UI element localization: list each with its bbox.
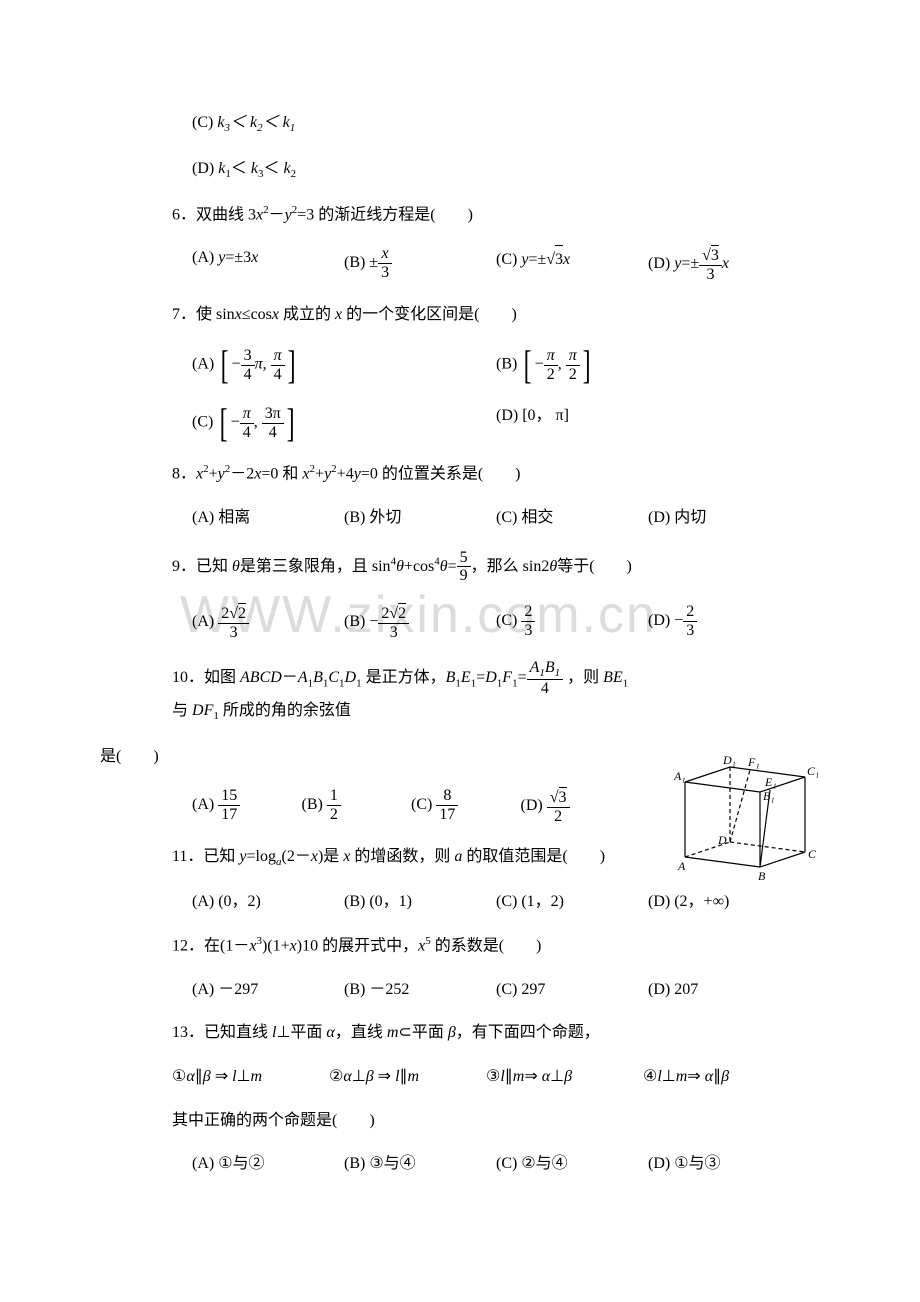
q13-p3: ③l∥m⇒ α⊥β	[486, 1064, 643, 1090]
q9-A: (A) 223	[192, 603, 344, 641]
q12-D: (D) 207	[648, 977, 800, 1003]
q13-A: (A) ①与②	[192, 1151, 344, 1177]
q12-options: (A) －297 (B) －252 (C) 297 (D) 207	[140, 977, 800, 1003]
q6-B: (B) ±x3	[344, 245, 496, 283]
q8-A: (A) 相离	[192, 505, 344, 531]
q7-stem: 7．使 sinx≤cosx 成立的 x 的一个变化区间是( )	[140, 302, 800, 328]
q10-C: (C) 817	[411, 787, 521, 825]
q13-C: (C) ②与④	[496, 1151, 648, 1177]
q12-A: (A) －297	[192, 977, 344, 1003]
q13-options: (A) ①与② (B) ③与④ (C) ②与④ (D) ①与③	[140, 1151, 800, 1177]
q6-A: (A) y=±3x	[192, 245, 344, 283]
q9-B: (B) −223	[344, 603, 496, 641]
q7-B: (B) [−π2, π2]	[496, 345, 800, 385]
q8-D: (D) 内切	[648, 505, 800, 531]
q9-options: (A) 223 (B) −223 (C) 23 (D) −23	[140, 603, 800, 641]
q5-option-d: (D) k1＜ k3＜ k2	[140, 156, 800, 184]
q9-stem: 9．已知 θ是第三象限角，且 sin4θ+cos4θ=59，那么 sin2θ等于…	[140, 549, 800, 585]
q6-D: (D) y=±33x	[648, 245, 800, 283]
q11-B: (B) (0，1)	[344, 889, 496, 915]
q5-option-c: (C) k3＜ k2＜ k1	[140, 110, 800, 138]
exam-page: (C) k3＜ k2＜ k1 (D) k1＜ k3＜ k2 6．双曲线 3x2－…	[140, 110, 800, 1177]
q9-D: (D) −23	[648, 603, 800, 641]
q7-row2: (C) [−π4, 3π4] (D) [0， π]	[140, 403, 800, 443]
q13-stem: 13．已知直线 l⊥平面 α，直线 m⊂平面 β，有下面四个命题，	[140, 1020, 800, 1046]
q10-stem-tail: 是( )	[100, 744, 800, 770]
opt-label: (D)	[192, 160, 214, 177]
q7-C: (C) [−π4, 3π4]	[192, 403, 496, 443]
q6-C: (C) y=±3x	[496, 245, 648, 283]
label-C1: C₁	[807, 764, 819, 778]
q11-D: (D) (2，+∞)	[648, 889, 800, 915]
opt-body: k1＜ k3＜ k2	[218, 160, 296, 177]
q11-C: (C) (1，2)	[496, 889, 648, 915]
q11-options: (A) (0，2) (B) (0，1) (C) (1，2) (D) (2，+∞)	[140, 889, 800, 915]
q10-options: (A) 1517 (B) 12 (C) 817 (D) 32	[140, 787, 800, 825]
q13-sub: 其中正确的两个命题是( )	[140, 1108, 800, 1134]
q10-D: (D) 32	[521, 787, 631, 825]
label-C: C	[808, 847, 817, 861]
q7-row1: (A) [−34π, π4] (B) [−π2, π2]	[140, 345, 800, 385]
q10-stem: 10．如图 ABCD－A1B1C1D1 是正方体，B1E1=D1F1=A1B14…	[140, 659, 800, 726]
q13-p1: ①α∥β ⇒ l⊥m	[172, 1064, 329, 1090]
q7-D: (D) [0， π]	[496, 403, 800, 443]
q6-stem: 6．双曲线 3x2－y2=3 的渐近线方程是( )	[140, 202, 800, 228]
q8-B: (B) 外切	[344, 505, 496, 531]
q10-A: (A) 1517	[192, 787, 302, 825]
q9-C: (C) 23	[496, 603, 648, 641]
q8-C: (C) 相交	[496, 505, 648, 531]
q12-stem: 12．在(1－x3)(1+x)10 的展开式中，x5 的系数是( )	[140, 933, 800, 959]
q8-options: (A) 相离 (B) 外切 (C) 相交 (D) 内切	[140, 505, 800, 531]
q6-options: (A) y=±3x (B) ±x3 (C) y=±3x (D) y=±33x	[140, 245, 800, 283]
q10-B: (B) 12	[302, 787, 412, 825]
q12-C: (C) 297	[496, 977, 648, 1003]
q13-B: (B) ③与④	[344, 1151, 496, 1177]
q8-stem: 8．x2+y2－2x=0 和 x2+y2+4y=0 的位置关系是( )	[140, 461, 800, 487]
q7-A: (A) [−34π, π4]	[192, 345, 496, 385]
q12-B: (B) －252	[344, 977, 496, 1003]
opt-body: k3＜ k2＜ k1	[217, 114, 295, 131]
q13-props: ①α∥β ⇒ l⊥m ②α⊥β ⇒ l∥m ③l∥m⇒ α⊥β ④l⊥m⇒ α∥…	[140, 1064, 800, 1090]
q13-p4: ④l⊥m⇒ α∥β	[643, 1064, 800, 1090]
q11-A: (A) (0，2)	[192, 889, 344, 915]
q13-p2: ②α⊥β ⇒ l∥m	[329, 1064, 486, 1090]
opt-label: (C)	[192, 114, 213, 131]
q13-D: (D) ①与③	[648, 1151, 800, 1177]
q11-stem: 11．已知 y=loga(2－x)是 x 的增函数，则 a 的取值范围是( )	[140, 844, 800, 872]
